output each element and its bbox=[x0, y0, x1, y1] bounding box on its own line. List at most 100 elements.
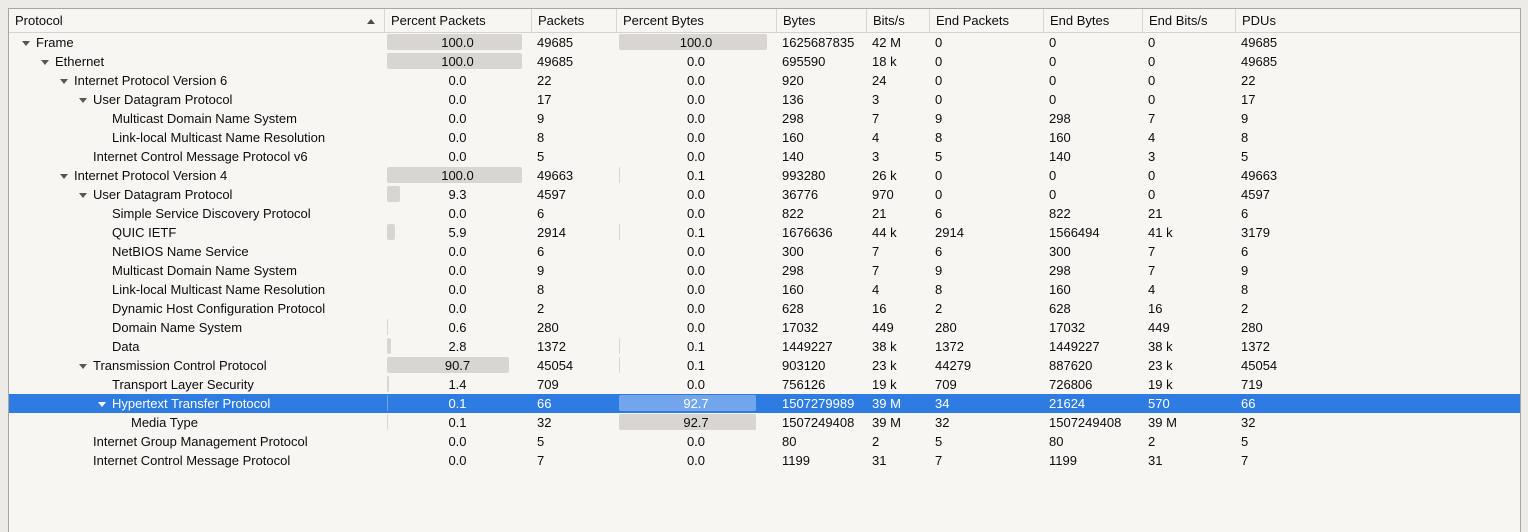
expander-icon[interactable] bbox=[19, 33, 36, 52]
table-row[interactable]: Simple Service Discovery Protocol 0.0 6 0.0… bbox=[9, 204, 1520, 223]
tree-indent bbox=[9, 128, 95, 147]
bytes-cell: 695590 bbox=[782, 54, 826, 69]
percent-bar-track bbox=[619, 395, 767, 411]
pct_packets-cell: 0.0 bbox=[384, 451, 531, 470]
expander-icon[interactable] bbox=[57, 166, 74, 185]
bytes-cell: 298 bbox=[782, 263, 804, 278]
expander-placeholder bbox=[95, 261, 112, 280]
packets-cell: 2 bbox=[537, 301, 545, 316]
table-row[interactable]: Domain Name System 0.6 280 0.0 17032 449 280 17… bbox=[9, 318, 1520, 337]
table-row[interactable]: NetBIOS Name Service 0.0 6 0.0 300 7 6 300 7 6 bbox=[9, 242, 1520, 261]
end_bytes-cell: 300 bbox=[1049, 244, 1071, 259]
pct_bytes-value: 0.1 bbox=[686, 358, 706, 373]
expander-icon[interactable] bbox=[76, 185, 93, 204]
pdus-cell: 8 bbox=[1241, 282, 1249, 297]
table-row[interactable]: Link-local Multicast Name Resolution 0.0 8… bbox=[9, 280, 1520, 299]
tree-indent bbox=[9, 33, 19, 52]
protocol-label: Media Type bbox=[131, 415, 198, 430]
expander-icon[interactable] bbox=[76, 90, 93, 109]
end_bits_s-cell: 31 bbox=[1148, 453, 1163, 468]
end_packets-cell: 7 bbox=[935, 453, 943, 468]
pct_bytes-value: 0.0 bbox=[686, 282, 706, 297]
pct_packets-cell: 0.0 bbox=[384, 71, 531, 90]
table-row[interactable]: Internet Group Management Protocol 0.0 5 0.… bbox=[9, 432, 1520, 451]
percent-bar-track bbox=[619, 357, 767, 373]
table-row[interactable]: Transmission Control Protocol 90.7 45054 0.… bbox=[9, 356, 1520, 375]
column-header-end_bits_s[interactable]: End Bits/s bbox=[1142, 9, 1235, 33]
table-row[interactable]: Ethernet 100.0 49685 0.0 695590 18 k 0 0 0 49685 bbox=[9, 52, 1520, 71]
end_packets-cell: 2914 bbox=[935, 225, 964, 240]
table-row[interactable]: Internet Protocol Version 6 0.0 22 0.0 920 24… bbox=[9, 71, 1520, 90]
protocol-label: Simple Service Discovery Protocol bbox=[112, 206, 311, 221]
expander-icon[interactable] bbox=[38, 52, 55, 71]
table-row[interactable]: Multicast Domain Name System 0.0 9 0.0 298 7 9… bbox=[9, 109, 1520, 128]
pct_packets-value: 100.0 bbox=[441, 35, 474, 50]
expander-placeholder bbox=[95, 375, 112, 394]
table-row[interactable]: Transport Layer Security 1.4 709 0.0 756126 1… bbox=[9, 375, 1520, 394]
pct_packets-cell: 100.0 bbox=[384, 52, 531, 71]
table-row[interactable]: Frame 100.0 49685 100.0 1625687835 42 M 0 0 0 496… bbox=[9, 33, 1520, 52]
bits_s-cell: 449 bbox=[872, 320, 894, 335]
table-row[interactable]: QUIC IETF 5.9 2914 0.1 1676636 44 k 2914 156649… bbox=[9, 223, 1520, 242]
bytes-cell: 903120 bbox=[782, 358, 826, 373]
protocol-cell: Link-local Multicast Name Resolution bbox=[9, 128, 384, 147]
pct_bytes-cell: 0.1 bbox=[616, 337, 776, 356]
table-row[interactable]: Link-local Multicast Name Resolution 0.0 8… bbox=[9, 128, 1520, 147]
table-body: Frame 100.0 49685 100.0 1625687835 42 M 0 0 0 496… bbox=[9, 33, 1520, 470]
table-row[interactable]: User Datagram Protocol 9.3 4597 0.0 36776 970… bbox=[9, 185, 1520, 204]
table-row[interactable]: Media Type 0.1 32 92.7 1507249408 39 M 32 15072… bbox=[9, 413, 1520, 432]
table-row[interactable]: Hypertext Transfer Protocol 0.1 66 92.7 1507… bbox=[9, 394, 1520, 413]
end_bits_s-cell: 7 bbox=[1148, 111, 1156, 126]
percent-bar bbox=[387, 357, 510, 373]
protocol-cell: Multicast Domain Name System bbox=[9, 261, 384, 280]
pct_bytes-cell: 92.7 bbox=[616, 394, 776, 413]
end_bits_s-cell: 7 bbox=[1148, 263, 1156, 278]
bits_s-cell: 39 M bbox=[872, 396, 901, 411]
percent-bar-track bbox=[387, 376, 522, 392]
column-header-pct_packets[interactable]: Percent Packets bbox=[384, 9, 531, 33]
pct_bytes-cell: 0.0 bbox=[616, 280, 776, 299]
column-header-end_packets[interactable]: End Packets bbox=[929, 9, 1043, 33]
packets-cell: 4597 bbox=[537, 187, 566, 202]
pdus-cell: 5 bbox=[1241, 434, 1249, 449]
packets-cell: 49685 bbox=[537, 54, 574, 69]
expander-icon[interactable] bbox=[95, 394, 112, 413]
column-header-protocol[interactable]: Protocol bbox=[9, 9, 384, 33]
packets-cell: 7 bbox=[537, 453, 545, 468]
table-row[interactable]: Multicast Domain Name System 0.0 9 0.0 298 7 9… bbox=[9, 261, 1520, 280]
end_packets-cell: 0 bbox=[935, 168, 943, 183]
pdus-cell: 22 bbox=[1241, 73, 1256, 88]
column-header-packets[interactable]: Packets bbox=[531, 9, 616, 33]
bytes-cell: 628 bbox=[782, 301, 804, 316]
table-row[interactable]: Internet Control Message Protocol v6 0.0 5… bbox=[9, 147, 1520, 166]
column-header-bits_s[interactable]: Bits/s bbox=[866, 9, 929, 33]
table-row[interactable]: Internet Control Message Protocol 0.0 7 0.0… bbox=[9, 451, 1520, 470]
protocol-label: Data bbox=[112, 339, 140, 354]
expander-icon[interactable] bbox=[57, 71, 74, 90]
table-row[interactable]: Dynamic Host Configuration Protocol 0.0 2 0… bbox=[9, 299, 1520, 318]
pct_packets-value: 0.6 bbox=[448, 320, 467, 335]
table-row[interactable]: Internet Protocol Version 4 100.0 49663 0.1… bbox=[9, 166, 1520, 185]
pct_packets-cell: 100.0 bbox=[384, 166, 531, 185]
expander-icon[interactable] bbox=[76, 356, 93, 375]
pct_bytes-value: 100.0 bbox=[679, 35, 713, 50]
percent-bar-track bbox=[387, 395, 522, 411]
protocol-label: Internet Control Message Protocol bbox=[93, 453, 291, 468]
column-header-label: Bytes bbox=[783, 13, 816, 28]
table-row[interactable]: Data 2.8 1372 0.1 1449227 38 k 1372 1449227 38 k… bbox=[9, 337, 1520, 356]
column-header-end_bytes[interactable]: End Bytes bbox=[1043, 9, 1142, 33]
packets-cell: 6 bbox=[537, 206, 545, 221]
column-header-pct_bytes[interactable]: Percent Bytes bbox=[616, 9, 776, 33]
table-row[interactable]: User Datagram Protocol 0.0 17 0.0 136 3 0 0 0 17 bbox=[9, 90, 1520, 109]
column-header-bytes[interactable]: Bytes bbox=[776, 9, 866, 33]
percent-bar-track bbox=[387, 414, 522, 430]
protocol-cell: Domain Name System bbox=[9, 318, 384, 337]
pct_bytes-cell: 92.7 bbox=[616, 413, 776, 432]
tree-indent bbox=[9, 90, 76, 109]
packets-cell: 709 bbox=[537, 377, 559, 392]
bits_s-cell: 3 bbox=[872, 92, 880, 107]
end_bits_s-cell: 41 k bbox=[1148, 225, 1173, 240]
column-header-pdus[interactable]: PDUs bbox=[1235, 9, 1520, 33]
end_bits_s-cell: 3 bbox=[1148, 149, 1156, 164]
protocol-cell: Internet Protocol Version 4 bbox=[9, 166, 384, 185]
